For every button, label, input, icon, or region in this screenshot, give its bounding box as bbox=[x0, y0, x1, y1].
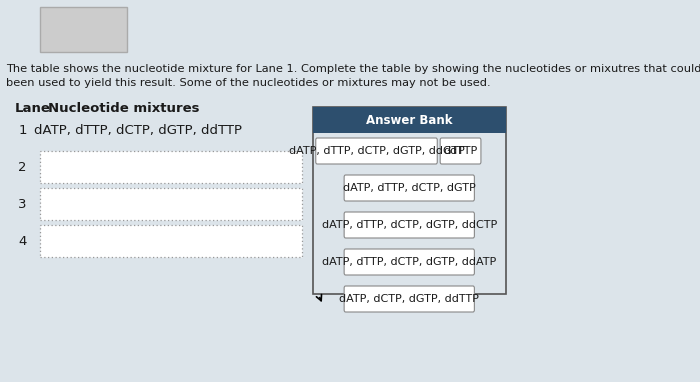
Text: dATP, dTTP, dCTP, dGTP, ddTTP: dATP, dTTP, dCTP, dGTP, ddTTP bbox=[34, 123, 242, 136]
FancyBboxPatch shape bbox=[344, 249, 475, 275]
Text: ddTTP: ddTTP bbox=[443, 146, 477, 156]
Bar bbox=[313, 107, 505, 294]
FancyBboxPatch shape bbox=[344, 175, 475, 201]
Text: dATP, dCTP, dGTP, ddTTP: dATP, dCTP, dGTP, ddTTP bbox=[340, 294, 480, 304]
Text: dATP, dTTP, dCTP, dGTP, ddATP: dATP, dTTP, dCTP, dGTP, ddATP bbox=[322, 257, 496, 267]
Text: been used to yield this result. Some of the nucleotides or mixtures may not be u: been used to yield this result. Some of … bbox=[6, 78, 491, 88]
Text: The table shows the nucleotide mixture for Lane 1. Complete the table by showing: The table shows the nucleotide mixture f… bbox=[6, 64, 700, 74]
FancyBboxPatch shape bbox=[344, 212, 475, 238]
Text: Nucleotide mixtures: Nucleotide mixtures bbox=[48, 102, 199, 115]
FancyBboxPatch shape bbox=[440, 138, 481, 164]
Text: 4: 4 bbox=[18, 235, 27, 248]
Text: dATP, dTTP, dCTP, dGTP, ddCTP: dATP, dTTP, dCTP, dGTP, ddCTP bbox=[321, 220, 497, 230]
FancyBboxPatch shape bbox=[40, 7, 127, 52]
FancyBboxPatch shape bbox=[344, 286, 475, 312]
FancyBboxPatch shape bbox=[316, 138, 438, 164]
Text: Answer Bank: Answer Bank bbox=[366, 113, 452, 126]
Bar bbox=[40, 188, 302, 220]
Text: Lane: Lane bbox=[15, 102, 50, 115]
Bar bbox=[40, 151, 302, 183]
Text: 1: 1 bbox=[18, 123, 27, 136]
Text: 3: 3 bbox=[18, 197, 27, 210]
Bar bbox=[40, 225, 302, 257]
Bar bbox=[313, 107, 505, 133]
Text: 2: 2 bbox=[18, 160, 27, 173]
Text: dATP, dTTP, dCTP, dGTP, ddGTP: dATP, dTTP, dCTP, dGTP, ddGTP bbox=[288, 146, 464, 156]
Text: dATP, dTTP, dCTP, dGTP: dATP, dTTP, dCTP, dGTP bbox=[343, 183, 475, 193]
